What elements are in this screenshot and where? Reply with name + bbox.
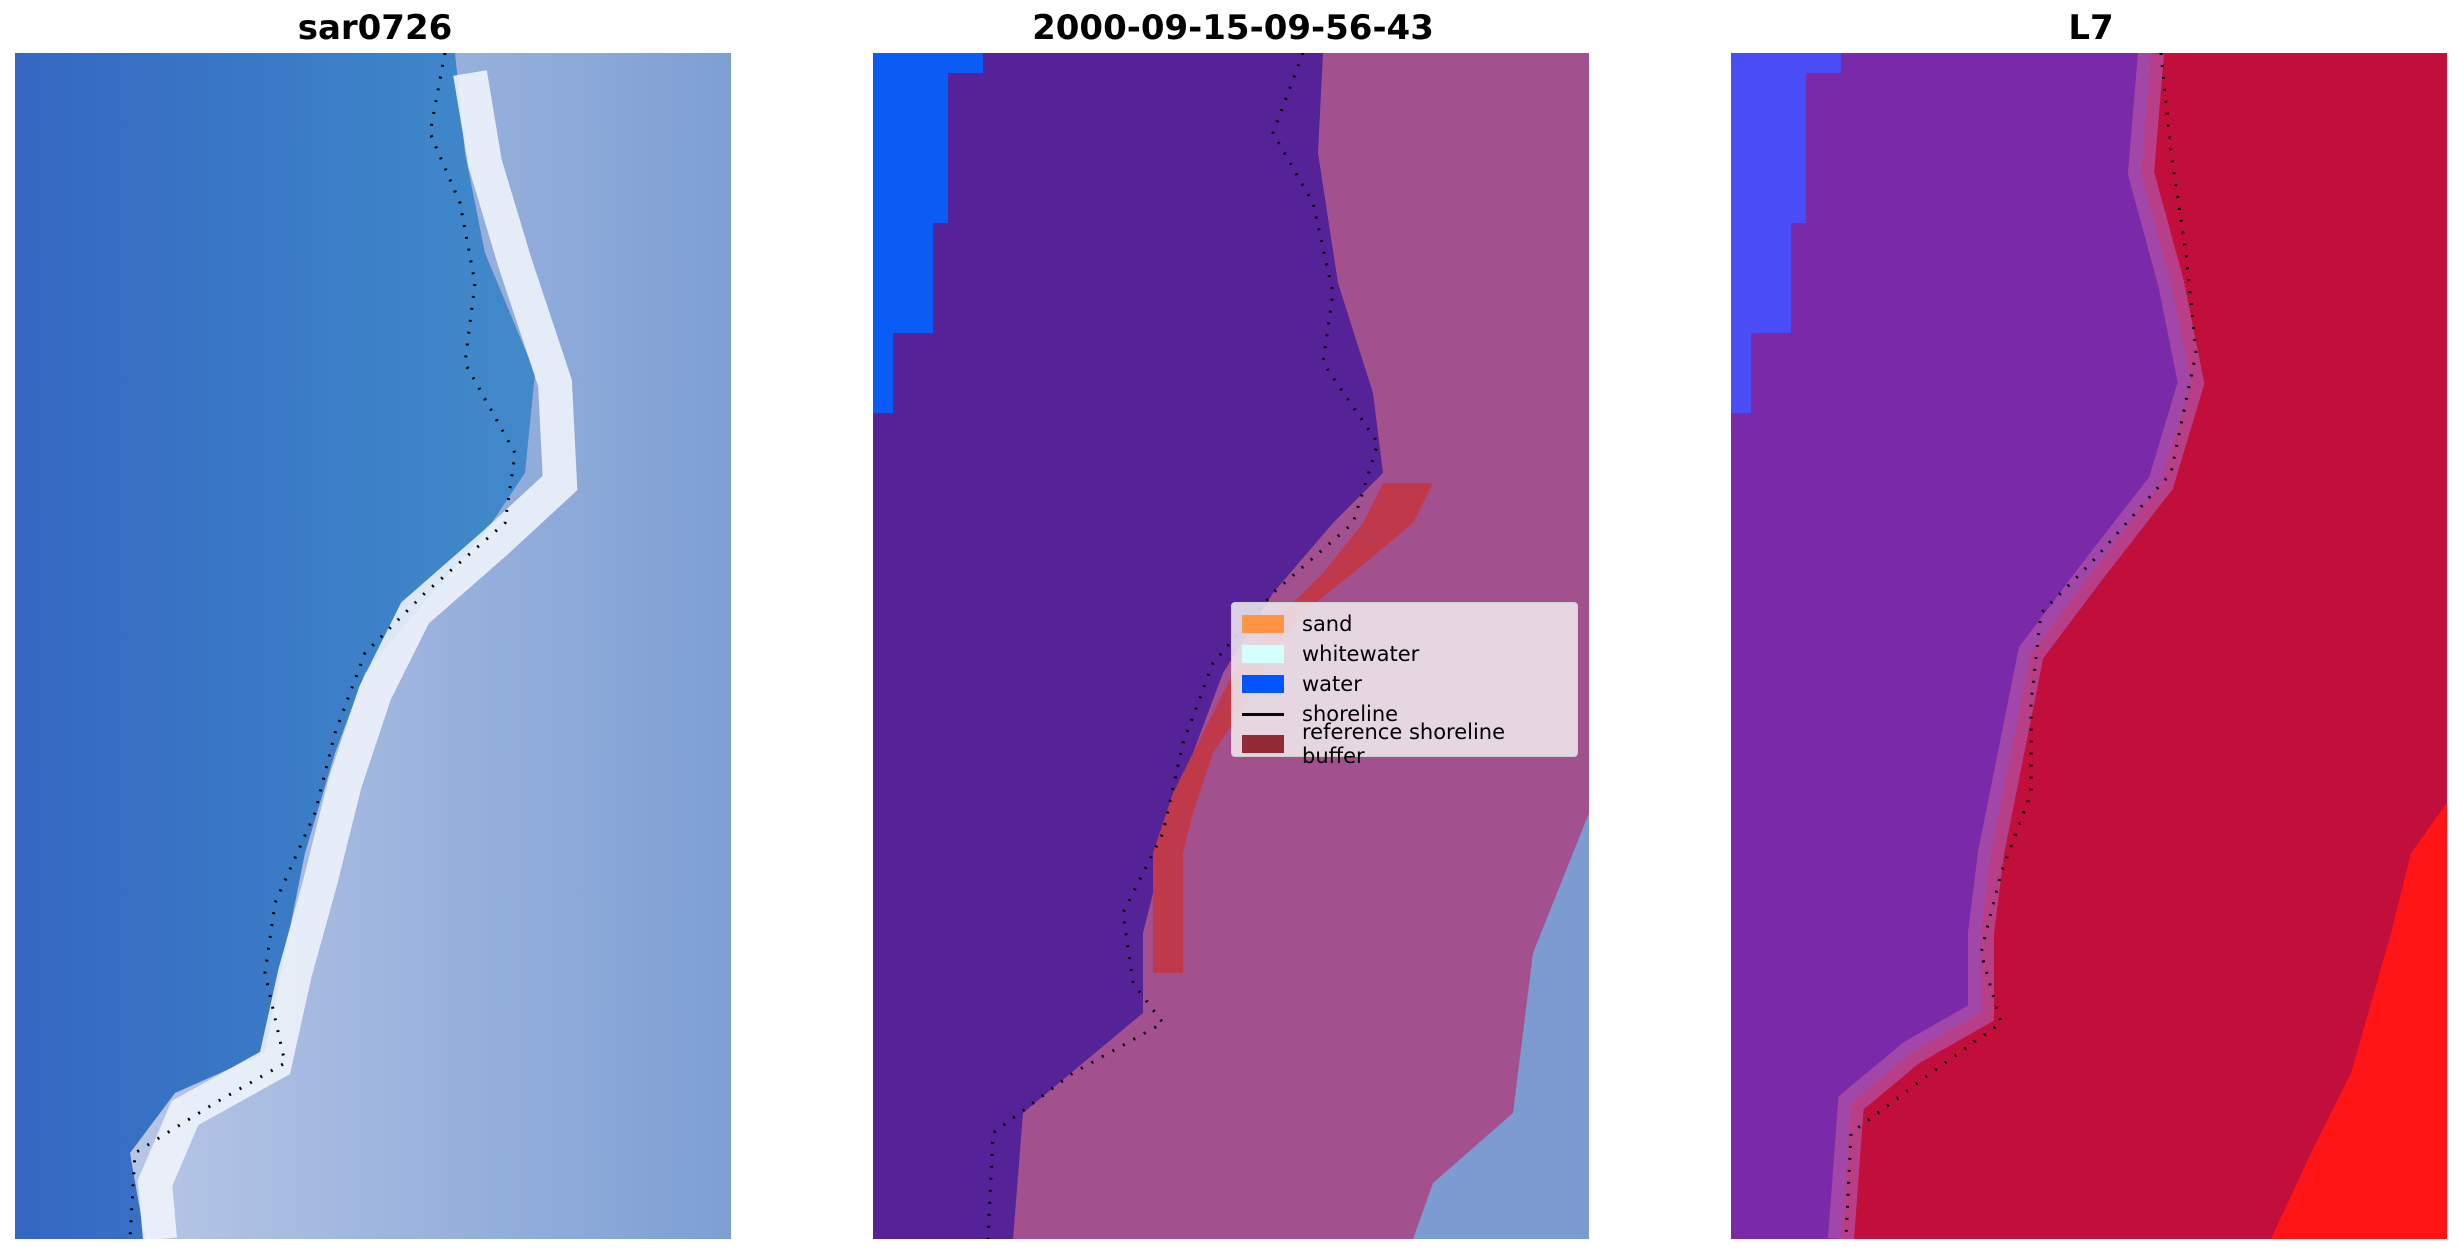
panel-title: 2000-09-15-09-56-43: [1032, 8, 1434, 48]
legend-item-buffer: reference shoreline buffer: [1242, 720, 1567, 768]
surf-band: [137, 70, 578, 1239]
transition-band: [1828, 53, 2205, 1239]
water-pixels: [873, 53, 983, 413]
water-region: [1731, 53, 2191, 1239]
reference-buffer: [1153, 483, 1433, 973]
classification-image: [873, 53, 1589, 1239]
legend: sand whitewater water shoreline referenc…: [1231, 602, 1578, 768]
panel-rgb: sar0726: [15, 0, 735, 1253]
shoreline-dots: [986, 53, 1380, 1239]
legend-label: water: [1302, 672, 1362, 696]
legend-label: shoreline: [1302, 702, 1399, 726]
panel-classification: 2000-09-15-09-56-43 sand whitewater wate…: [873, 0, 1593, 1253]
legend-item-shoreline: shoreline: [1242, 699, 1567, 729]
panel-l7: L7: [1731, 0, 2451, 1253]
legend-item-water: water: [1242, 669, 1567, 699]
legend-label: sand: [1302, 612, 1353, 636]
swatch-whitewater: [1242, 645, 1284, 663]
shoreline-dots: [128, 53, 517, 1239]
legend-item-sand: sand: [1242, 609, 1567, 639]
legend-label: whitewater: [1302, 642, 1420, 666]
l7-image: [1731, 53, 2447, 1239]
swatch-shoreline: [1242, 712, 1284, 716]
swatch-water: [1242, 675, 1284, 693]
legend-label: reference shoreline buffer: [1302, 720, 1506, 768]
panel-title: L7: [2068, 8, 2114, 48]
rgb-image: [15, 53, 731, 1239]
blue-region: [1731, 53, 1841, 413]
water-pixels-sea: [1413, 813, 1589, 1239]
bright-red-region: [2271, 803, 2447, 1239]
panel-title: sar0726: [297, 8, 453, 48]
water-overlay: [873, 53, 1383, 1239]
land-region: [130, 53, 731, 1239]
swatch-sand: [1242, 615, 1284, 633]
legend-item-whitewater: whitewater: [1242, 639, 1567, 669]
swatch-buffer: [1242, 735, 1284, 753]
